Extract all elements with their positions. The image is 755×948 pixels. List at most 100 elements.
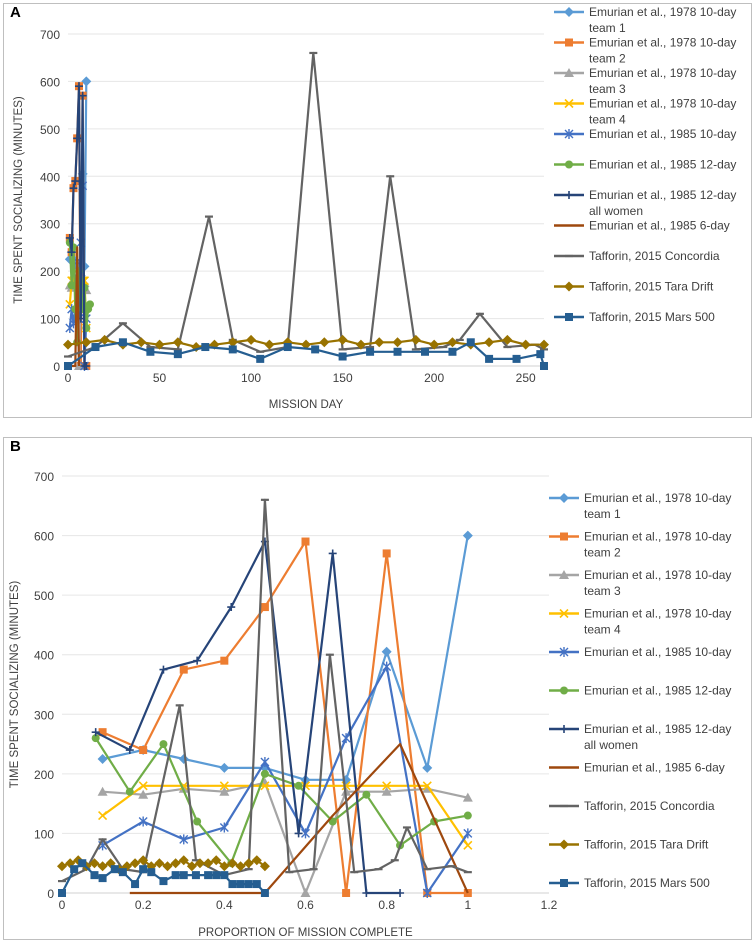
legend-item: Emurian et al., 1985 10-day: [554, 127, 736, 141]
data-point: [178, 753, 189, 764]
legend-item: Tafforin, 2015 Mars 500: [549, 876, 710, 890]
series-10: [64, 338, 548, 370]
legend-item: Emurian et al., 1978 10-day team 3: [554, 66, 736, 96]
data-point: [130, 858, 141, 869]
data-point: [179, 871, 188, 880]
data-point: [194, 858, 205, 869]
series-10: [58, 859, 269, 897]
data-point: [67, 248, 76, 257]
data-point: [328, 549, 337, 558]
y-tick-label: 300: [34, 708, 54, 722]
data-point: [219, 762, 230, 773]
data-point: [260, 769, 269, 778]
legend-item: Emurian et al., 1978 10-day team 3: [549, 568, 731, 598]
x-tick-label: 0.6: [297, 898, 314, 912]
panel-a: A 0 100 200 300 400 500 600 700 0 50 100 150 200 250 M…: [3, 3, 752, 418]
data-point: [147, 868, 156, 877]
data-point: [259, 861, 270, 872]
data-point: [91, 728, 100, 737]
legend-swatch-marker: [565, 38, 573, 47]
data-point: [97, 861, 108, 872]
y-tick-label: 400: [34, 649, 54, 663]
data-point: [228, 345, 237, 354]
data-point: [422, 781, 432, 791]
legend-label: Emurian et al., 1985 10-day: [584, 645, 731, 659]
legend-label: Emurian et al., 1978 10-day team 3: [589, 66, 736, 96]
legend-label: Emurian et al., 1985 6-day: [589, 219, 730, 233]
y-tick-label: 500: [40, 123, 60, 137]
series-line: [94, 737, 468, 865]
data-point: [162, 861, 173, 872]
legend: Emurian et al., 1978 10-day team 1 Emurian…: [549, 491, 731, 890]
y-tick-label: 600: [34, 530, 54, 544]
data-point: [337, 334, 348, 345]
y-tick-label: 0: [47, 887, 54, 901]
data-point: [366, 347, 375, 356]
legend-swatch-marker: [559, 608, 569, 619]
panel-a-label: A: [10, 4, 21, 21]
y-tick-label: 100: [40, 313, 60, 327]
data-point: [118, 868, 127, 877]
data-point: [91, 343, 100, 352]
data-point: [203, 858, 214, 869]
data-point: [382, 661, 392, 672]
data-point: [260, 889, 269, 897]
legend-label: Tafforin, 2015 Tara Drift: [589, 280, 714, 294]
data-point: [98, 810, 108, 821]
data-point: [82, 362, 91, 370]
data-point: [89, 858, 100, 869]
legend-swatch-marker: [559, 570, 569, 579]
x-tick-label: 200: [424, 371, 444, 385]
legend-label: Emurian et al., 1978 10-day team 2: [584, 530, 731, 560]
data-point: [283, 343, 292, 352]
y-tick-label: 600: [40, 75, 60, 89]
series-6: [65, 82, 91, 370]
legend-label: Emurian et al., 1985 12-day: [584, 684, 731, 698]
x-tick-label: 0: [59, 898, 66, 912]
legend-swatch-marker: [564, 98, 574, 109]
data-point: [211, 855, 222, 866]
legend-label: Emurian et al., 1978 10-day team 1: [589, 5, 736, 35]
data-point: [172, 337, 183, 348]
data-point: [131, 880, 140, 889]
data-point: [294, 829, 303, 838]
legend-item: Emurian et al., 1978 10-day team 1: [549, 491, 731, 521]
data-point: [171, 871, 180, 880]
data-point: [338, 352, 347, 361]
data-point: [382, 549, 391, 558]
data-point: [125, 746, 134, 755]
series-7: [129, 743, 469, 895]
legend-label: Emurian et al., 1978 10-day team 1: [584, 491, 731, 521]
data-point: [173, 350, 182, 359]
data-point: [227, 603, 236, 612]
legend-item: Emurian et al., 1985 12-day: [554, 158, 736, 172]
data-point: [219, 786, 230, 796]
data-point: [264, 339, 275, 350]
data-point: [520, 339, 531, 350]
data-point: [227, 858, 238, 869]
data-point: [97, 753, 108, 764]
x-tick-label: 1.2: [541, 898, 558, 912]
data-point: [219, 822, 229, 833]
data-point: [146, 347, 155, 356]
data-point: [138, 855, 149, 866]
data-point: [136, 337, 147, 348]
data-point: [382, 781, 392, 791]
data-point: [85, 300, 94, 309]
series-line: [129, 743, 469, 895]
data-point: [110, 865, 119, 874]
data-point: [539, 339, 549, 350]
series-8: [58, 498, 472, 883]
y-tick-label: 100: [34, 827, 54, 841]
legend-item: Emurian et al., 1978 10-day team 1: [554, 5, 736, 35]
data-point: [219, 781, 229, 791]
y-tick-label: 0: [53, 360, 60, 374]
data-point: [362, 889, 371, 897]
data-point: [462, 530, 473, 541]
series-line: [95, 540, 401, 895]
data-point: [294, 781, 303, 790]
data-point: [235, 861, 246, 872]
data-point: [90, 871, 99, 880]
data-point: [355, 339, 366, 350]
legend-item: Emurian et al., 1985 6-day: [549, 761, 725, 775]
